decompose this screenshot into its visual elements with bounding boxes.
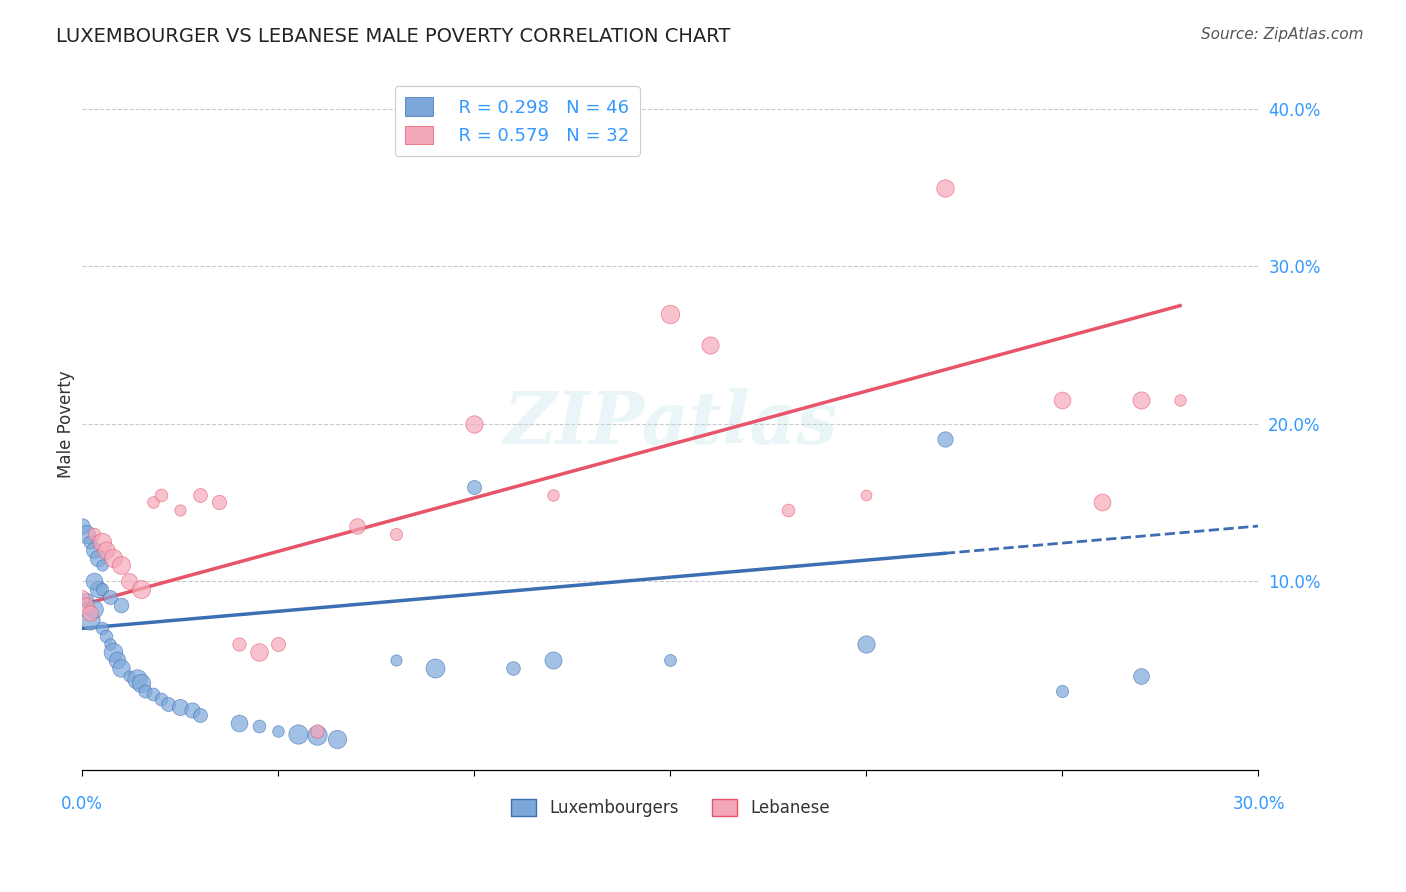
Point	[188, 487, 211, 501]
Point	[149, 487, 172, 501]
Point	[247, 719, 270, 733]
Point	[934, 180, 956, 194]
Point	[87, 582, 110, 596]
Point	[228, 637, 250, 651]
Point	[118, 668, 141, 682]
Point	[1052, 684, 1074, 698]
Point	[83, 574, 105, 588]
Point	[169, 503, 191, 517]
Point	[307, 723, 329, 738]
Point	[346, 519, 368, 533]
Point	[934, 433, 956, 447]
Point	[70, 519, 93, 533]
Point	[1129, 668, 1152, 682]
Text: ZIPatlas: ZIPatlas	[503, 388, 838, 459]
Point	[1168, 393, 1191, 408]
Point	[1091, 495, 1114, 509]
Point	[103, 550, 125, 565]
Point	[90, 558, 112, 573]
Legend: Luxembourgers, Lebanese: Luxembourgers, Lebanese	[505, 792, 837, 824]
Point	[188, 707, 211, 722]
Point	[247, 645, 270, 659]
Text: LUXEMBOURGER VS LEBANESE MALE POVERTY CORRELATION CHART: LUXEMBOURGER VS LEBANESE MALE POVERTY CO…	[56, 27, 731, 45]
Text: 30.0%: 30.0%	[1232, 795, 1285, 813]
Point	[142, 688, 165, 702]
Point	[79, 534, 101, 549]
Point	[110, 598, 132, 612]
Point	[541, 653, 564, 667]
Text: 0.0%: 0.0%	[62, 795, 103, 813]
Point	[659, 653, 682, 667]
Point	[129, 676, 152, 690]
Point	[83, 527, 105, 541]
Point	[90, 621, 112, 635]
Point	[776, 503, 799, 517]
Point	[75, 598, 97, 612]
Point	[83, 602, 105, 616]
Point	[463, 480, 485, 494]
Point	[142, 495, 165, 509]
Point	[541, 487, 564, 501]
Point	[1129, 393, 1152, 408]
Point	[134, 684, 156, 698]
Point	[385, 653, 408, 667]
Point	[103, 645, 125, 659]
Point	[118, 574, 141, 588]
Point	[79, 614, 101, 628]
Point	[90, 534, 112, 549]
Point	[94, 542, 117, 557]
Point	[149, 692, 172, 706]
Point	[699, 338, 721, 352]
Point	[110, 661, 132, 675]
Point	[98, 637, 121, 651]
Point	[1052, 393, 1074, 408]
Text: Source: ZipAtlas.com: Source: ZipAtlas.com	[1201, 27, 1364, 42]
Point	[180, 703, 202, 717]
Point	[83, 542, 105, 557]
Point	[228, 715, 250, 730]
Point	[267, 723, 290, 738]
Point	[502, 661, 524, 675]
Point	[385, 527, 408, 541]
Point	[423, 661, 446, 675]
Point	[169, 700, 191, 714]
Point	[157, 697, 180, 711]
Point	[659, 307, 682, 321]
Point	[87, 550, 110, 565]
Point	[79, 606, 101, 620]
Y-axis label: Male Poverty: Male Poverty	[58, 370, 75, 477]
Point	[110, 558, 132, 573]
Point	[98, 590, 121, 604]
Point	[90, 582, 112, 596]
Point	[94, 629, 117, 643]
Point	[107, 653, 129, 667]
Point	[75, 527, 97, 541]
Point	[267, 637, 290, 651]
Point	[75, 593, 97, 607]
Point	[287, 727, 309, 741]
Point	[125, 672, 148, 686]
Point	[855, 637, 877, 651]
Point	[463, 417, 485, 431]
Point	[208, 495, 231, 509]
Point	[307, 728, 329, 742]
Point	[70, 590, 93, 604]
Point	[326, 731, 349, 746]
Point	[855, 487, 877, 501]
Point	[129, 582, 152, 596]
